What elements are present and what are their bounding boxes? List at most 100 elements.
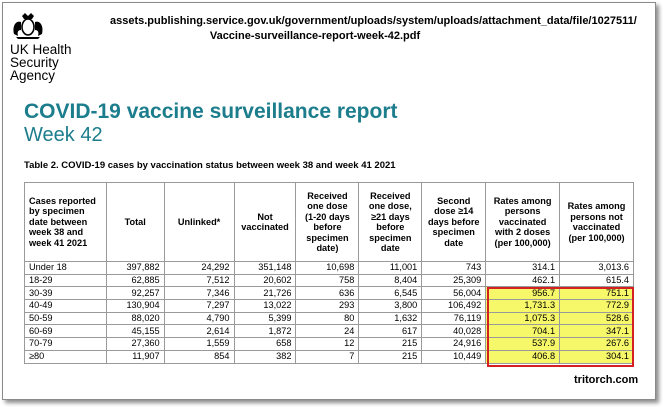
- report-week: Week 42: [24, 124, 103, 146]
- table-cell: 314.1: [485, 261, 561, 275]
- table-cell: 8,404: [358, 273, 423, 288]
- header-one-dose-21-days: Received one dose, ≥21 days before speci…: [358, 182, 423, 262]
- table-cell: 854: [163, 349, 235, 364]
- table-cell: 12: [295, 337, 360, 351]
- table-cell: 751.1: [559, 286, 634, 301]
- table-cell: 351,148: [233, 261, 297, 275]
- header-cases-reported: Cases reported by specimen date between …: [24, 182, 107, 262]
- table-cell: 10,449: [421, 349, 487, 364]
- table-row: ≥80 11,907 854 382 7 215 10,449 406.8 304.1: [24, 349, 634, 364]
- table-cell: 347.1: [559, 324, 634, 339]
- table-cell: 56,004: [421, 286, 487, 301]
- report-title: COVID-19 vaccine surveillance report: [24, 100, 398, 123]
- table-cell: 7,512: [163, 273, 235, 288]
- table-cell: 11,001: [358, 261, 423, 275]
- table-cell: 7,346: [163, 286, 235, 301]
- table-cell: 304.1: [559, 349, 634, 364]
- table-cell: 636: [295, 286, 360, 301]
- table-row: 50-59 88,020 4,790 5,399 80 1,632 76,119 1,075.…: [24, 311, 634, 326]
- age-group-cell: Under 18: [24, 261, 107, 275]
- table-cell: 215: [358, 349, 423, 364]
- table-cell: 1,559: [163, 337, 235, 351]
- royal-crest-icon: [13, 13, 43, 39]
- table-cell: 21,726: [233, 286, 297, 301]
- age-group-cell: 30-39: [24, 286, 107, 301]
- table-cell: 24,916: [421, 337, 487, 351]
- table-cell: 382: [233, 349, 297, 364]
- table-header-row: Cases reported by specimen date between …: [24, 182, 634, 262]
- table-cell: 62,885: [105, 273, 165, 288]
- logo-line-3: Agency: [10, 68, 56, 83]
- age-group-cell: 50-59: [24, 311, 107, 326]
- table-cell: 2,614: [163, 324, 235, 339]
- table-cell: 76,119: [421, 311, 487, 326]
- ukhsa-logo: UK Health Security Agency: [10, 10, 120, 82]
- header-rate-vaccinated: Rates among persons vaccinated with 2 do…: [485, 182, 561, 262]
- table-row: 18-29 62,885 7,512 20,602 758 8,404 25,309 462.…: [24, 273, 634, 288]
- header-second-dose: Second dose ≥14 days before specimen dat…: [421, 182, 487, 262]
- table-cell: 704.1: [485, 324, 561, 339]
- table-cell: 293: [295, 299, 360, 313]
- source-url-line-2: Vaccine-surveillance-report-week-42.pdf: [209, 30, 421, 42]
- logo-line-1: UK Health: [10, 42, 72, 57]
- table-cell: 772.9: [559, 299, 634, 313]
- table-cell: 462.1: [485, 273, 561, 288]
- watermark: tritorch.com: [574, 374, 639, 386]
- table-cell: 617: [358, 324, 423, 339]
- table-row: 70-79 27,360 1,559 658 12 215 24,916 537.9 267.6: [24, 337, 634, 351]
- header-total: Total: [105, 182, 165, 262]
- table-row: 30-39 92,257 7,346 21,726 636 6,545 56,004 956.…: [24, 286, 634, 301]
- table-cell: 267.6: [559, 337, 634, 351]
- table-cell: 130,904: [105, 299, 165, 313]
- table-cell: 13,022: [233, 299, 297, 313]
- table-cell: 397,882: [105, 261, 165, 275]
- age-group-cell: ≥80: [24, 349, 107, 364]
- table-cell: 88,020: [105, 311, 165, 326]
- table-cell: 5,399: [233, 311, 297, 326]
- table-cell: 92,257: [105, 286, 165, 301]
- table-cell: 11,907: [105, 349, 165, 364]
- table-row: 60-69 45,155 2,614 1,872 24 617 40,028 704.1 347…: [24, 324, 634, 339]
- table-cell: 1,872: [233, 324, 297, 339]
- age-group-cell: 70-79: [24, 337, 107, 351]
- table-cell: 25,309: [421, 273, 487, 288]
- table-cell: 4,790: [163, 311, 235, 326]
- table-body: Under 18 397,882 24,292 351,148 10,698 11,001…: [24, 261, 634, 364]
- table-cell: 528.6: [559, 311, 634, 326]
- table-cell: 956.7: [485, 286, 561, 301]
- cases-table: Cases reported by specimen date between …: [24, 182, 634, 364]
- age-group-cell: 60-69: [24, 324, 107, 339]
- table-cell: 406.8: [485, 349, 561, 364]
- table-cell: 537.9: [485, 337, 561, 351]
- table-caption: Table 2. COVID-19 cases by vaccination s…: [24, 160, 396, 171]
- header-one-dose-1-20-days: Received one dose (1-20 days before spec…: [295, 182, 360, 262]
- table-row: Under 18 397,882 24,292 351,148 10,698 11,001…: [24, 261, 634, 275]
- header-rate-not-vaccinated: Rates among persons not vaccinated (per …: [559, 182, 634, 262]
- header-unlinked: Unlinked*: [163, 182, 235, 262]
- table-cell: 10,698: [295, 261, 360, 275]
- table-cell: 24: [295, 324, 360, 339]
- table-cell: 743: [421, 261, 487, 275]
- table-cell: 106,492: [421, 299, 487, 313]
- table-cell: 1,731.3: [485, 299, 561, 313]
- table-cell: 6,545: [358, 286, 423, 301]
- table-row: 40-49 130,904 7,297 13,022 293 3,800 106,492 1,…: [24, 299, 634, 313]
- table-cell: 45,155: [105, 324, 165, 339]
- source-url: assets.publishing.service.gov.uk/governm…: [110, 14, 637, 44]
- table-cell: 7: [295, 349, 360, 364]
- table-cell: 758: [295, 273, 360, 288]
- logo-line-2: Security: [10, 55, 59, 70]
- table-cell: 1,632: [358, 311, 423, 326]
- table-cell: 3,013.6: [559, 261, 634, 275]
- table-cell: 658: [233, 337, 297, 351]
- header-not-vaccinated: Not vaccinated: [233, 182, 297, 262]
- table-cell: 27,360: [105, 337, 165, 351]
- table-cell: 40,028: [421, 324, 487, 339]
- table-cell: 24,292: [163, 261, 235, 275]
- table-cell: 215: [358, 337, 423, 351]
- table-cell: 7,297: [163, 299, 235, 313]
- source-url-line-1: assets.publishing.service.gov.uk/governm…: [110, 15, 637, 27]
- table-cell: 3,800: [358, 299, 423, 313]
- table-cell: 80: [295, 311, 360, 326]
- age-group-cell: 18-29: [24, 273, 107, 288]
